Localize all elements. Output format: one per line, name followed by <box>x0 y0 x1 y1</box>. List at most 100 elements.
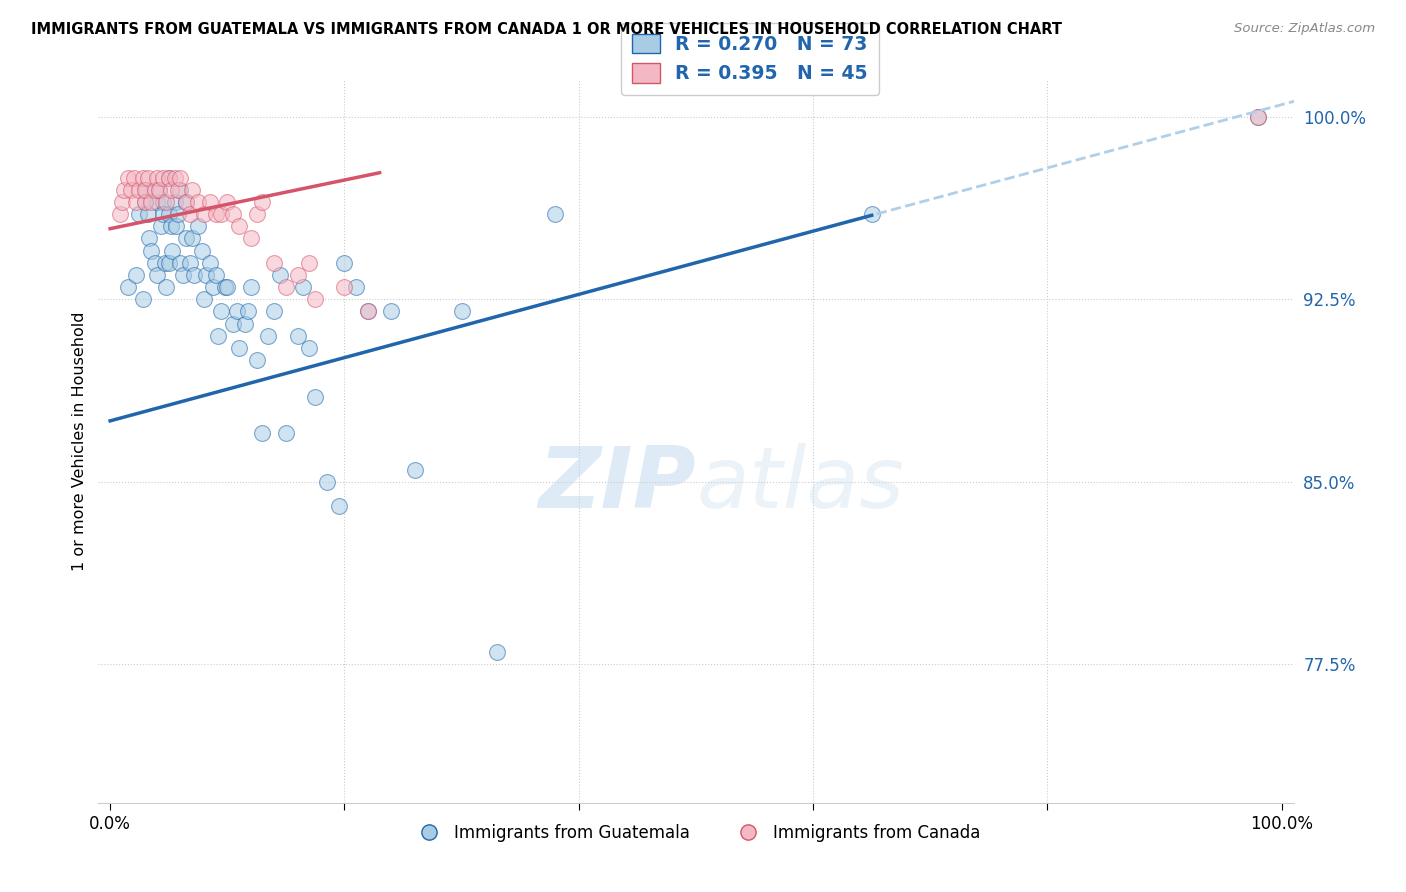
Point <box>357 304 380 318</box>
Point <box>217 280 239 294</box>
Point <box>304 292 326 306</box>
Point <box>174 231 197 245</box>
Point <box>252 194 274 209</box>
Point <box>143 256 166 270</box>
Point <box>148 183 170 197</box>
Point <box>125 268 148 282</box>
Point <box>155 256 177 270</box>
Point <box>287 268 309 282</box>
Point <box>187 194 209 209</box>
Point <box>183 268 205 282</box>
Point <box>204 268 226 282</box>
Point <box>298 256 321 270</box>
Text: IMMIGRANTS FROM GUATEMALA VS IMMIGRANTS FROM CANADA 1 OR MORE VEHICLES IN HOUSEH: IMMIGRANTS FROM GUATEMALA VS IMMIGRANTS … <box>31 22 1062 37</box>
Point <box>263 256 285 270</box>
Point <box>198 256 221 270</box>
Point <box>181 231 204 245</box>
Point <box>160 219 183 234</box>
Point <box>157 170 180 185</box>
Point <box>152 170 174 185</box>
Point <box>333 280 356 294</box>
Point <box>1247 110 1270 124</box>
Point <box>195 268 218 282</box>
Point <box>252 425 274 440</box>
Text: atlas: atlas <box>696 443 904 526</box>
Point <box>328 499 350 513</box>
Point <box>193 207 215 221</box>
Point <box>193 292 215 306</box>
Point <box>217 194 239 209</box>
Point <box>287 328 309 343</box>
Point <box>134 194 156 209</box>
Point <box>132 170 155 185</box>
Point <box>450 304 472 318</box>
Point <box>136 207 159 221</box>
Point <box>141 244 163 258</box>
Point <box>157 256 180 270</box>
Point <box>225 304 247 318</box>
Y-axis label: 1 or more Vehicles in Household: 1 or more Vehicles in Household <box>72 312 87 571</box>
Point <box>214 280 236 294</box>
Point <box>380 304 402 318</box>
Point <box>316 475 339 489</box>
Point <box>141 194 163 209</box>
Point <box>157 170 180 185</box>
Point <box>146 170 169 185</box>
Point <box>298 341 321 355</box>
Point <box>134 183 156 197</box>
Point <box>138 231 160 245</box>
Point <box>246 207 269 221</box>
Point <box>169 170 191 185</box>
Point <box>169 183 191 197</box>
Point <box>202 280 225 294</box>
Point <box>157 207 180 221</box>
Point <box>108 207 131 221</box>
Point <box>181 183 204 197</box>
Point <box>211 207 233 221</box>
Point <box>136 170 159 185</box>
Point <box>146 194 169 209</box>
Point <box>111 194 134 209</box>
Point <box>128 207 150 221</box>
Point <box>143 183 166 197</box>
Point <box>485 645 508 659</box>
Point <box>174 194 197 209</box>
Point <box>152 194 174 209</box>
Point <box>211 304 233 318</box>
Point <box>149 219 172 234</box>
Point <box>128 183 150 197</box>
Point <box>544 207 567 221</box>
Point <box>269 268 291 282</box>
Point <box>190 244 212 258</box>
Legend: Immigrants from Guatemala, Immigrants from Canada: Immigrants from Guatemala, Immigrants fr… <box>405 817 987 848</box>
Point <box>125 194 148 209</box>
Point <box>233 317 256 331</box>
Point <box>357 304 380 318</box>
Point <box>228 219 250 234</box>
Point <box>222 207 245 221</box>
Point <box>148 183 170 197</box>
Point <box>163 170 186 185</box>
Point <box>187 219 209 234</box>
Point <box>239 280 262 294</box>
Point <box>163 194 186 209</box>
Point <box>134 183 156 197</box>
Point <box>179 256 201 270</box>
Point <box>304 390 326 404</box>
Point <box>162 244 183 258</box>
Point <box>132 292 155 306</box>
Point <box>117 280 139 294</box>
Point <box>167 183 190 197</box>
Text: Source: ZipAtlas.com: Source: ZipAtlas.com <box>1234 22 1375 36</box>
Point <box>344 280 367 294</box>
Point <box>134 194 156 209</box>
Point <box>274 425 297 440</box>
Point <box>860 207 883 221</box>
Point <box>155 280 177 294</box>
Point <box>404 462 426 476</box>
Point <box>179 207 201 221</box>
Point <box>169 256 191 270</box>
Point <box>207 328 229 343</box>
Point <box>198 194 221 209</box>
Point <box>222 317 245 331</box>
